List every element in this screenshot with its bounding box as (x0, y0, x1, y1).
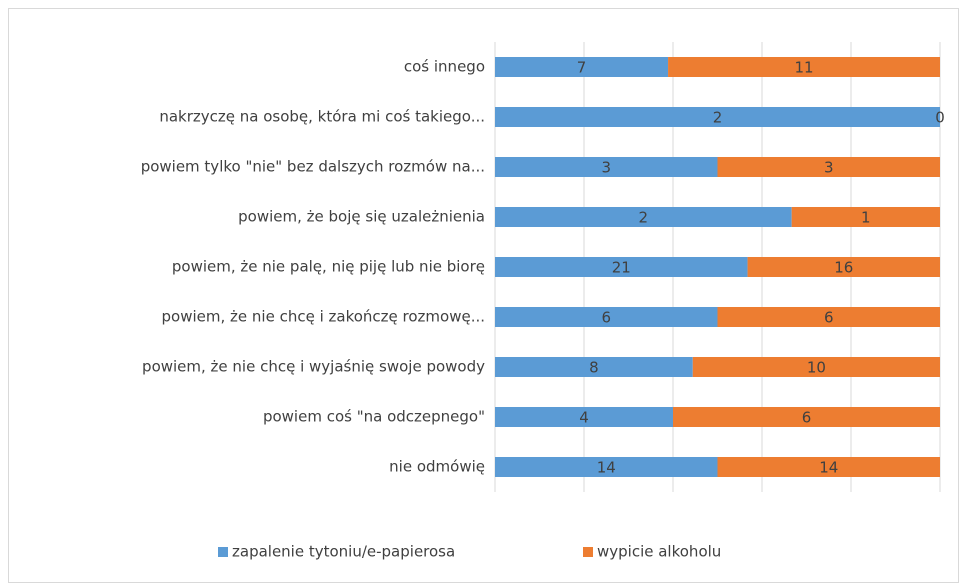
bar-segment (668, 57, 940, 77)
data-label: 2 (639, 209, 649, 227)
y-tick-label: powiem, że boję się uzależnienia (238, 208, 485, 226)
bar-segment (692, 357, 940, 377)
data-label: 7 (577, 59, 587, 77)
bar-segment (495, 357, 693, 377)
bar-segment (717, 157, 940, 177)
legend-swatch (583, 547, 593, 557)
y-tick-label: powiem, że nie palę, nię piję lub nie bi… (172, 258, 485, 276)
bar-segment (717, 457, 940, 477)
bar-segment (717, 307, 940, 327)
data-label: 10 (807, 359, 826, 377)
y-tick-label: powiem, że nie chcę i wyjaśnię swoje pow… (142, 358, 485, 376)
data-label: 6 (601, 309, 611, 327)
bar-segment (495, 257, 748, 277)
bar-segment (747, 257, 940, 277)
bar-segment (495, 207, 792, 227)
bar-segment (495, 457, 718, 477)
data-label: 6 (802, 409, 812, 427)
bar-segment (495, 307, 718, 327)
data-label: 3 (601, 159, 611, 177)
y-tick-label: coś innego (404, 58, 485, 76)
data-label: 2 (713, 109, 723, 127)
legend-swatch (218, 547, 228, 557)
data-label: 3 (824, 159, 834, 177)
legend-label: wypicie alkoholu (597, 543, 721, 561)
data-label: 16 (834, 259, 853, 277)
data-label: 8 (589, 359, 599, 377)
y-tick-label: powiem tylko "nie" bez dalszych rozmów n… (141, 158, 485, 176)
y-tick-label: nakrzyczę na osobę, która mi coś takiego… (159, 108, 485, 126)
data-label: 0 (935, 109, 945, 127)
y-tick-label: powiem, że nie chcę i zakończę rozmowę..… (162, 308, 485, 326)
data-label: 6 (824, 309, 834, 327)
bar-segment (791, 207, 940, 227)
data-label: 21 (612, 259, 631, 277)
y-tick-label: nie odmówię (389, 458, 485, 476)
data-label: 14 (597, 459, 616, 477)
y-tick-label: powiem coś "na odczepnego" (263, 408, 485, 426)
bar-segment (495, 407, 673, 427)
chart-border (8, 8, 959, 583)
bar-segment (495, 57, 669, 77)
legend-label: zapalenie tytoniu/e-papierosa (232, 543, 455, 561)
data-label: 4 (579, 409, 589, 427)
data-label: 14 (819, 459, 838, 477)
bar-segment (673, 407, 940, 427)
data-label: 1 (861, 209, 871, 227)
bar-segment (495, 157, 718, 177)
bar-segment (495, 107, 940, 127)
data-label: 11 (794, 59, 813, 77)
